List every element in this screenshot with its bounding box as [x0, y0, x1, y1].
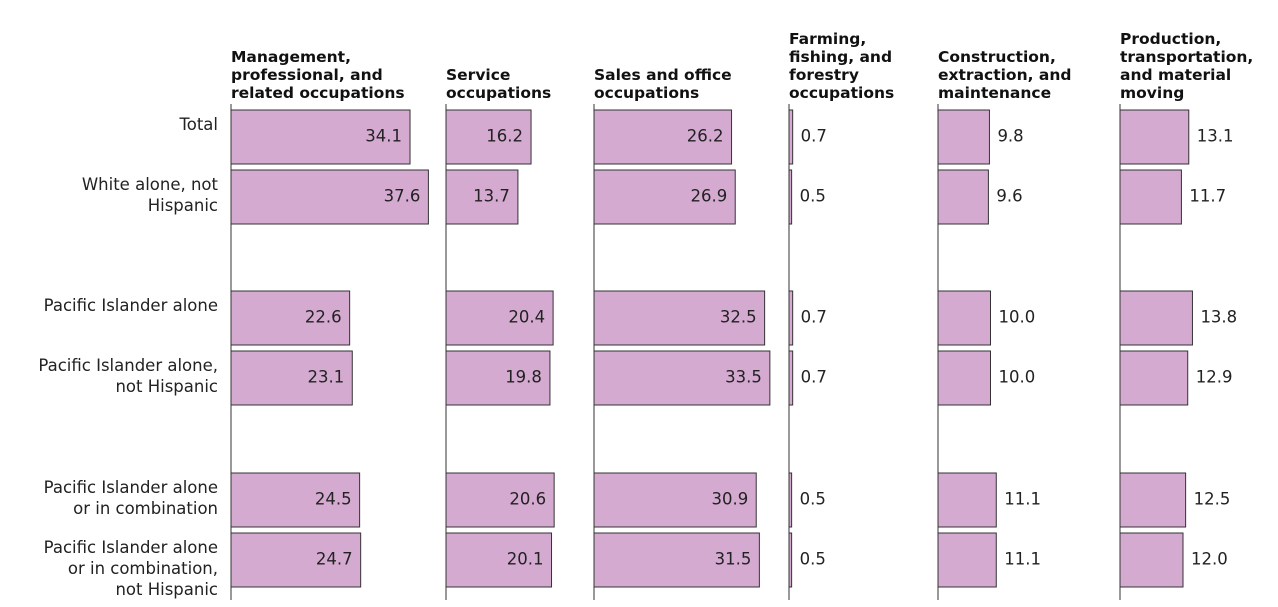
value-label: 20.1: [507, 550, 544, 569]
bar: [230, 290, 351, 346]
value-label: 33.5: [725, 368, 762, 387]
value-label: 11.1: [1004, 550, 1041, 569]
value-label: 22.6: [305, 308, 342, 327]
panel-header: Service occupations: [446, 66, 552, 102]
value-label: 32.5: [720, 308, 757, 327]
panel-header: Sales and office occupations: [594, 66, 732, 102]
bar: [788, 532, 793, 588]
row-label: Total: [179, 115, 218, 134]
value-label: 23.1: [308, 368, 345, 387]
bar: [937, 472, 997, 528]
bar: [937, 532, 997, 588]
bar: [593, 472, 757, 528]
panel-header: Construction, extraction, and maintenanc…: [938, 48, 1072, 102]
bar: [593, 290, 766, 346]
bar: [445, 532, 553, 588]
bar: [937, 109, 990, 165]
value-label: 37.6: [384, 187, 421, 206]
bar: [1119, 290, 1193, 346]
value-label: 24.5: [315, 490, 352, 509]
value-label: 0.5: [800, 550, 826, 569]
bar: [445, 109, 532, 165]
value-label: 13.1: [1197, 127, 1234, 146]
row-label: Pacific Islander alone: [43, 296, 218, 315]
row-label: Pacific Islander alone, not Hispanic: [38, 356, 218, 396]
bar: [230, 532, 362, 588]
row-label: White alone, not Hispanic: [81, 175, 218, 215]
row-label: Pacific Islander alone or in combination…: [43, 538, 218, 599]
bar: [230, 350, 353, 406]
bar: [230, 109, 411, 165]
value-label: 0.5: [800, 187, 826, 206]
bar: [593, 109, 733, 165]
value-label: 20.6: [509, 490, 546, 509]
value-label: 10.0: [999, 308, 1036, 327]
value-label: 10.0: [999, 368, 1036, 387]
bar: [788, 109, 794, 165]
value-label: 19.8: [505, 368, 542, 387]
bar: [788, 472, 793, 528]
bar: [788, 290, 794, 346]
bar: [593, 532, 760, 588]
bar: [1119, 532, 1184, 588]
value-label: 24.7: [316, 550, 353, 569]
bar: [445, 350, 551, 406]
bar: [593, 350, 771, 406]
bar: [445, 472, 555, 528]
value-label: 12.5: [1194, 490, 1231, 509]
value-label: 9.8: [997, 127, 1023, 146]
panel-header: Management, professional, and related oc…: [231, 48, 405, 102]
panel-header: Farming, fishing, and forestry occupatio…: [789, 30, 895, 102]
value-label: 26.9: [690, 187, 727, 206]
value-label: 11.7: [1189, 187, 1226, 206]
bar: [1119, 350, 1189, 406]
value-label: 13.8: [1200, 308, 1237, 327]
bar: [230, 169, 429, 225]
value-label: 11.1: [1004, 490, 1041, 509]
value-label: 12.9: [1196, 368, 1233, 387]
value-label: 16.2: [486, 127, 523, 146]
value-label: 0.7: [801, 127, 827, 146]
value-label: 0.7: [801, 368, 827, 387]
value-label: 20.4: [508, 308, 545, 327]
bar: [937, 350, 991, 406]
bar: [788, 350, 794, 406]
value-label: 30.9: [711, 490, 748, 509]
panel-header: Production, transportation, and material…: [1120, 30, 1254, 102]
bar: [937, 290, 991, 346]
bar: [788, 169, 793, 225]
value-label: 9.6: [996, 187, 1022, 206]
bar: [1119, 472, 1187, 528]
bar: [1119, 109, 1190, 165]
bar: [445, 169, 519, 225]
value-label: 0.5: [800, 490, 826, 509]
bar: [937, 169, 989, 225]
bar: [230, 472, 361, 528]
bar: [593, 169, 736, 225]
bar: [445, 290, 554, 346]
value-label: 0.7: [801, 308, 827, 327]
value-label: 13.7: [473, 187, 510, 206]
value-label: 31.5: [715, 550, 752, 569]
row-label: Pacific Islander alone or in combination: [43, 478, 218, 518]
value-label: 34.1: [365, 127, 402, 146]
bar: [1119, 169, 1182, 225]
value-label: 12.0: [1191, 550, 1228, 569]
value-label: 26.2: [687, 127, 724, 146]
